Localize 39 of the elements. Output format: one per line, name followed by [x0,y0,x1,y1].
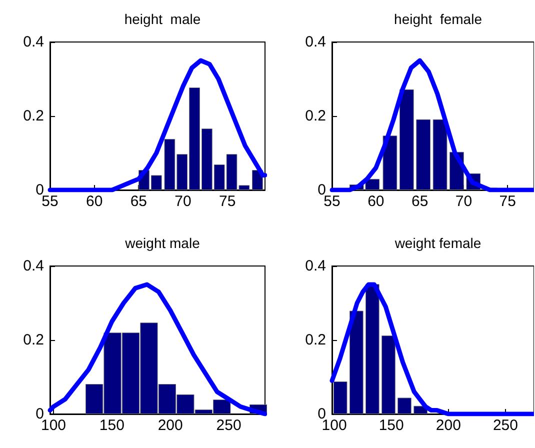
x-tick-label: 250 [492,417,518,434]
y-tick-label: 0 [36,182,44,198]
chart-title: weight male [124,235,200,251]
y-tick-label: 0.2 [305,108,326,124]
x-tick-label: 60 [368,193,384,210]
y-tick-label: 0 [318,182,326,198]
x-tick-label: 200 [158,417,183,434]
y-tick-label: 0.2 [23,332,44,348]
bar [398,398,412,414]
x-tick-label: 65 [130,193,148,210]
x-tick-label: 150 [99,417,124,434]
y-tick-label: 0.4 [23,258,44,274]
chart-title: height female [394,11,482,27]
x-tick-label: 75 [218,193,236,210]
x-tick-label: 60 [86,193,103,210]
y-tick-label: 0.4 [23,34,44,50]
bar [366,284,380,414]
bar [382,336,396,414]
x-tick-label: 150 [378,417,404,434]
x-tick-label: 55 [42,193,58,210]
bar [350,310,364,414]
y-tick-label: 0.2 [23,108,44,124]
chart-title: height male [124,11,201,27]
bar [399,89,414,190]
x-tick-label: 65 [411,193,428,210]
x-tick-label: 70 [174,193,192,210]
bar [382,136,398,190]
y-tick-label: 0.4 [305,34,326,50]
x-tick-label: 200 [436,417,461,434]
x-tick-label: 55 [324,193,340,210]
bar [432,119,448,190]
y-tick-label: 0.2 [305,332,326,348]
x-tick-label: 70 [455,193,472,210]
bar [416,119,431,190]
chart-title: weight female [394,235,482,251]
x-tick-label: 75 [499,193,516,210]
bar [333,381,348,414]
y-tick-label: 0.4 [305,258,326,274]
x-tick-label: 250 [216,417,242,434]
